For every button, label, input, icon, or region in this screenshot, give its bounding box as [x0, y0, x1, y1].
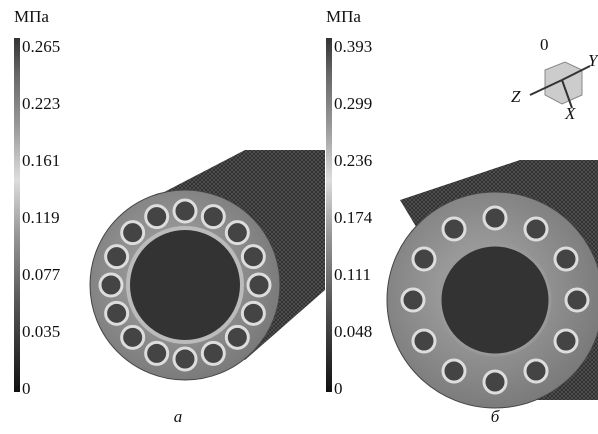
- colorbar-tick-label: 0.174: [334, 208, 373, 227]
- panel-label: б: [491, 407, 500, 426]
- hole: [413, 330, 435, 352]
- hole: [174, 200, 196, 222]
- colorbar-tick-label: 0.393: [334, 37, 372, 56]
- hole: [555, 248, 577, 270]
- hole: [242, 302, 264, 324]
- hole: [402, 289, 424, 311]
- unit: МПа: [326, 7, 361, 26]
- hole: [174, 348, 196, 370]
- axis-label: Z: [511, 87, 521, 106]
- colorbar-tick-label: 0: [22, 379, 31, 398]
- colorbar-tick-label: 0.119: [22, 208, 60, 227]
- hole: [146, 342, 168, 364]
- hole: [525, 360, 547, 382]
- hole: [443, 218, 465, 240]
- hole: [242, 246, 264, 268]
- hole: [226, 222, 248, 244]
- hole: [106, 302, 128, 324]
- hole: [566, 289, 588, 311]
- axis-label: Y: [588, 51, 598, 70]
- panel-label: а: [174, 407, 183, 426]
- unit: МПа: [14, 7, 49, 26]
- hole: [122, 326, 144, 348]
- hole: [106, 246, 128, 268]
- colorbar: [326, 38, 332, 392]
- colorbar-tick-label: 0.299: [334, 94, 372, 113]
- colorbar-tick-label: 0.223: [22, 94, 60, 113]
- hole: [484, 207, 506, 229]
- colorbar-tick-label: 0.111: [334, 265, 371, 284]
- colorbar-tick-label: 0.035: [22, 322, 60, 341]
- colorbar: [14, 38, 20, 392]
- colorbar-tick-label: 0.077: [22, 265, 61, 284]
- hole: [443, 360, 465, 382]
- figure: МПа МПа а б 0 Y Z X 0.265 0.223 0.161 0.119…: [0, 0, 598, 434]
- colorbar-tick-label: 0.048: [334, 322, 372, 341]
- hole: [100, 274, 122, 296]
- hole: [413, 248, 435, 270]
- axes-triad: 0 Y Z X: [511, 35, 598, 123]
- panel-b: [387, 160, 598, 408]
- colorbar-tick-label: 0.161: [22, 151, 60, 170]
- hole: [525, 218, 547, 240]
- hole: [122, 222, 144, 244]
- hole: [484, 371, 506, 393]
- axis-label: X: [564, 104, 576, 123]
- hole: [202, 206, 224, 228]
- bore: [128, 228, 242, 342]
- colorbar-tick-label: 0.236: [334, 151, 372, 170]
- hole: [226, 326, 248, 348]
- hole: [202, 342, 224, 364]
- hole: [555, 330, 577, 352]
- panel-a: [90, 150, 325, 380]
- hole: [248, 274, 270, 296]
- colorbar-tick-label: 0.265: [22, 37, 60, 56]
- axis-label: 0: [540, 35, 549, 54]
- hole: [146, 206, 168, 228]
- colorbar-tick-label: 0: [334, 379, 343, 398]
- bore: [440, 245, 550, 355]
